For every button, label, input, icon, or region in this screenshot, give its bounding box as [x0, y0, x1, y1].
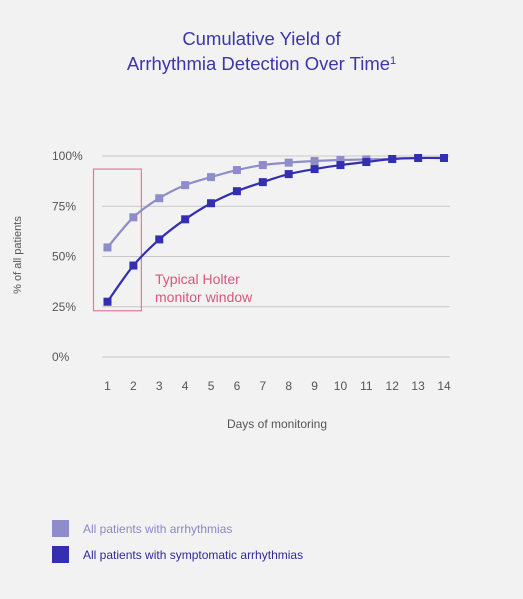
x-tick-13: 13	[411, 379, 425, 393]
series-0-point-6	[232, 166, 241, 175]
series-0-point-9	[310, 157, 319, 166]
chart-title-line1: Cumulative Yield of	[182, 28, 341, 49]
legend-item-all-arrhythmias: All patients with arrhythmias	[52, 520, 232, 537]
x-tick-12: 12	[386, 379, 400, 393]
x-tick-11: 11	[360, 379, 373, 393]
legend-label-symptomatic: All patients with symptomatic arrhythmia…	[83, 547, 304, 562]
y-axis-label: % of all patients	[12, 216, 24, 294]
x-tick-7: 7	[259, 379, 266, 393]
x-tick-4: 4	[182, 379, 189, 393]
series-1-point-13	[414, 154, 423, 163]
series-0-point-2	[129, 213, 138, 222]
series-1-point-9	[310, 165, 319, 174]
x-tick-14: 14	[437, 379, 451, 393]
series-0-point-1	[103, 243, 112, 252]
x-tick-8: 8	[285, 379, 292, 393]
x-tick-2: 2	[130, 379, 137, 393]
series-1-point-5	[207, 199, 216, 208]
data-series	[103, 154, 448, 306]
chart-title-line2-text: Arrhythmia Detection Over Time	[126, 53, 391, 74]
series-1-point-2	[129, 261, 138, 270]
y-tick-50: 50%	[52, 250, 76, 264]
series-0-point-5	[207, 173, 216, 182]
series-1-point-7	[258, 178, 267, 187]
x-tick-5: 5	[208, 379, 215, 393]
annotation-line1: Typical Holter	[155, 271, 240, 287]
series-0-point-10	[336, 156, 345, 165]
y-tick-25: 25%	[52, 300, 76, 314]
x-axis-label: Days of monitoring	[227, 417, 327, 431]
x-tick-9: 9	[311, 379, 318, 393]
series-1-point-11	[362, 158, 371, 167]
series-1-point-8	[284, 170, 293, 179]
holter-window-annotation: Typical Holter monitor window	[92, 168, 253, 312]
y-tick-0: 0%	[52, 350, 70, 364]
series-1-point-1	[103, 297, 112, 306]
series-1-point-3	[155, 235, 164, 244]
series-1-point-14	[440, 154, 448, 163]
x-tick-6: 6	[234, 379, 241, 393]
holter-window-box	[92, 168, 142, 312]
annotation-line2: monitor window	[155, 289, 253, 305]
x-tick-labels: 1 2 3 4 5 6 7 8 9 10 11 12 13 14	[104, 379, 451, 393]
grid-lines	[102, 155, 450, 358]
series-0-point-8	[284, 158, 293, 167]
legend-swatch-all	[52, 520, 69, 537]
series-1-point-10	[336, 161, 345, 170]
series-1-point-4	[181, 215, 190, 224]
chart-title: Cumulative Yield of Arrhythmia Detection…	[0, 26, 523, 76]
legend-item-symptomatic-arrhythmias: All patients with symptomatic arrhythmia…	[52, 546, 303, 563]
series-0-point-3	[155, 194, 164, 203]
chart-title-footnote: 1	[390, 55, 397, 67]
y-tick-100: 100%	[52, 149, 83, 163]
series-1-point-12	[388, 155, 397, 164]
series-1-point-6	[232, 187, 241, 196]
x-tick-1: 1	[104, 379, 111, 393]
y-tick-labels: 0% 25% 50% 75% 100%	[52, 149, 83, 364]
series-line-0	[106, 157, 393, 249]
legend-swatch-symptomatic	[52, 546, 69, 563]
y-tick-75: 75%	[52, 199, 76, 213]
series-0-point-7	[258, 161, 267, 170]
x-tick-3: 3	[156, 379, 163, 393]
legend-label-all: All patients with arrhythmias	[83, 521, 233, 536]
chart-title-line2: Arrhythmia Detection Over Time1	[0, 51, 523, 76]
series-0-point-4	[181, 181, 190, 190]
x-tick-10: 10	[334, 379, 348, 393]
